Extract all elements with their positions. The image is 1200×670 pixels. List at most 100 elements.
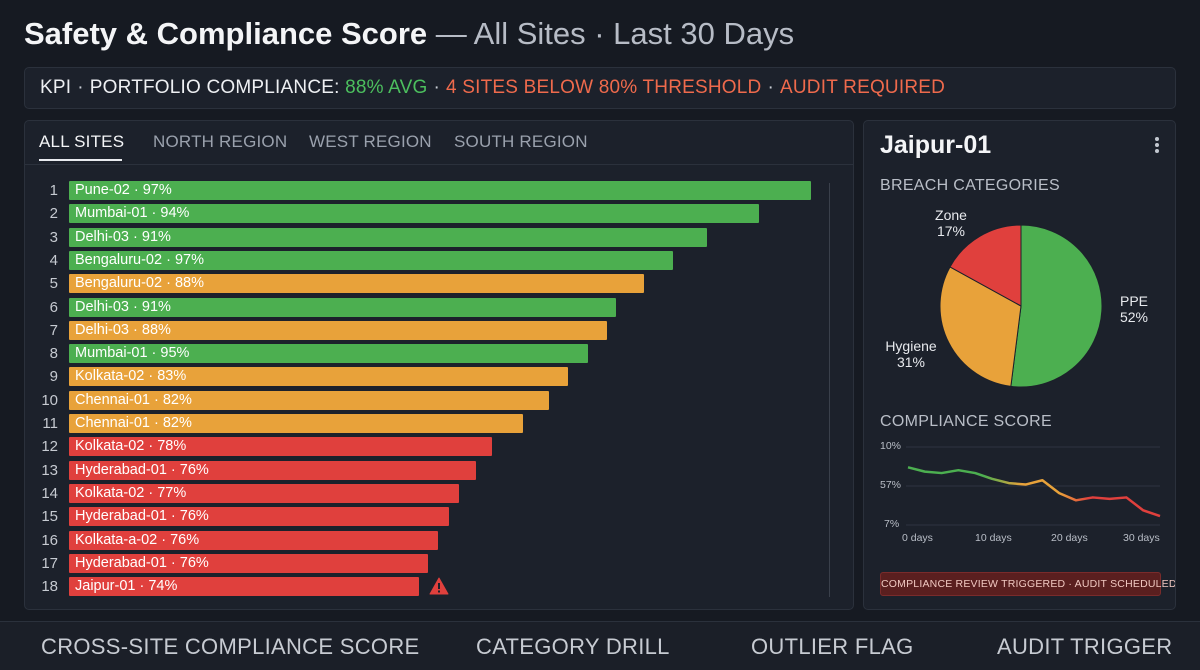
table-row: 3 Delhi-03 · 91% [25, 227, 853, 251]
bar-rank: 18 [41, 578, 58, 596]
site-bar[interactable] [69, 390, 549, 410]
site-bar[interactable] [69, 204, 760, 224]
table-row: 1 Pune-02 · 97% [25, 181, 853, 204]
page-title-subtitle: — All Sites · Last 30 Days [427, 16, 795, 51]
nav-cross-site-compliance-score[interactable]: CROSS-SITE COMPLIANCE SCORE [41, 634, 420, 659]
site-bar[interactable] [69, 437, 492, 457]
table-row: 14 Kolkata-02 · 77% [25, 483, 853, 507]
below-threshold-alert: 4 SITES BELOW 80% THRESHOLD [446, 77, 762, 98]
pie-slice-zone[interactable] [949, 224, 1022, 307]
breach-categories-title: BREACH CATEGORIES [880, 177, 1060, 194]
bar-rank: 3 [49, 228, 58, 246]
site-bar[interactable] [69, 181, 811, 200]
table-row: 15 Hyderabad-01 · 76% [25, 507, 853, 530]
bar-rank: 12 [41, 438, 58, 456]
bar-rank: 5 [49, 275, 58, 293]
table-row: 18 Jaipur-01 · 74% [25, 577, 853, 600]
table-row: 8 Mumbai-01 · 95% [25, 344, 853, 367]
bar-rank: 10 [41, 391, 58, 409]
pie-label-zone: Zone 17% [926, 207, 976, 239]
bar-rank: 2 [49, 205, 58, 223]
y-tick-middle: 57% [880, 479, 902, 491]
compliance-score-line-chart: 10% 57% 7% 0 days 10 days 20 days 30 day… [864, 437, 1175, 547]
x-tick-10: 10 days [975, 532, 1012, 544]
active-tab-indicator [39, 159, 122, 161]
site-bar[interactable] [69, 250, 673, 270]
table-row: 12 Kolkata-02 · 78% [25, 437, 853, 460]
audit-alert-badge[interactable]: COMPLIANCE REVIEW TRIGGERED · AUDIT SCHE… [880, 572, 1175, 596]
pie-label-ppe: PPE 52% [1109, 293, 1159, 325]
pie-label-hygiene-pct: 31% [896, 354, 926, 370]
line-svg [906, 446, 1161, 526]
pie-label-zone-name: Zone [935, 207, 967, 223]
site-bar[interactable] [69, 297, 616, 317]
site-bar[interactable] [69, 274, 644, 294]
table-row: 13 Hyderabad-01 · 76% [25, 460, 853, 484]
x-tick-0: 0 days [902, 532, 933, 544]
y-tick-top: 10% [880, 440, 902, 452]
page-title-main: Safety & Compliance Score [24, 16, 428, 51]
bar-rank: 9 [49, 368, 58, 386]
nav-category-drill[interactable]: CATEGORY DRILL [476, 634, 670, 659]
warning-icon[interactable] [429, 577, 449, 595]
table-row: 2 Mumbai-01 · 94% [25, 204, 853, 227]
bar-rank: 17 [41, 554, 58, 572]
bar-rank: 1 [49, 182, 58, 199]
tab-all-sites[interactable]: ALL SITES [39, 132, 125, 151]
pie-label-hygiene-name: Hygiene [885, 338, 937, 354]
site-ranking-panel: ALL SITES NORTH REGION WEST REGION SOUTH… [24, 120, 854, 610]
site-bar[interactable] [69, 227, 708, 247]
nav-outlier-flag[interactable]: OUTLIER FLAG [751, 634, 914, 659]
chart-axis-line [829, 183, 830, 597]
bottom-navigation: CROSS-SITE COMPLIANCE SCORE CATEGORY DRI… [0, 621, 1200, 670]
pie-label-ppe-pct: 52% [1119, 309, 1149, 325]
table-row: 9 Kolkata-02 · 83% [25, 367, 853, 390]
site-detail-panel: Jaipur-01 BREACH CATEGORIES Zone 17% PPE 5… [863, 120, 1176, 610]
site-bar[interactable] [69, 414, 523, 433]
site-bar[interactable] [69, 483, 459, 503]
site-bar[interactable] [69, 460, 477, 480]
detail-site-title: Jaipur-01 [880, 131, 992, 159]
bar-rank: 8 [49, 345, 58, 363]
table-row: 5 Bengaluru-02 · 88% [25, 274, 853, 297]
tab-south-region[interactable]: SOUTH REGION [454, 132, 588, 151]
tab-north-region[interactable]: NORTH REGION [153, 132, 288, 151]
page-title: Safety & Compliance Score — All Sites · … [24, 14, 794, 54]
table-row: 10 Chennai-01 · 82% [25, 390, 853, 414]
compliance-score-series-line [907, 466, 1161, 518]
compliance-score-title: COMPLIANCE SCORE [880, 413, 1052, 430]
kpi-label: KPI [40, 77, 72, 98]
breach-pie-chart: Zone 17% PPE 52% Hygiene 31% [864, 201, 1175, 401]
site-bar[interactable] [69, 507, 449, 527]
site-bar[interactable] [69, 577, 420, 597]
portfolio-compliance-value: 88% AVG [345, 77, 428, 98]
site-bar[interactable] [69, 320, 608, 340]
table-row: 17 Hyderabad-01 · 76% [25, 553, 853, 577]
x-tick-20: 20 days [1051, 532, 1088, 544]
site-bar[interactable] [69, 367, 568, 387]
bar-rank: 14 [41, 484, 58, 502]
site-bar[interactable] [69, 530, 439, 550]
bar-rank: 11 [42, 415, 58, 432]
portfolio-compliance-label: PORTFOLIO COMPLIANCE: [89, 77, 340, 98]
audit-required-alert: AUDIT REQUIRED [780, 77, 946, 98]
kpi-banner: KPI · PORTFOLIO COMPLIANCE: 88% AVG · 4 SITE… [24, 67, 1176, 109]
pie-slice-hygiene[interactable] [939, 266, 1022, 387]
bar-rank: 4 [49, 251, 58, 269]
bar-rank: 13 [41, 461, 58, 479]
compliance-bar-chart: 1 Pune-02 · 97% 2 Mumbai-01 · 94% 3 Delhi-03 … [25, 121, 853, 609]
bar-rank: 7 [49, 321, 58, 339]
pie-slice-ppe[interactable] [1010, 224, 1103, 388]
more-options-icon[interactable] [1153, 135, 1161, 155]
table-row: 4 Bengaluru-02 · 97% [25, 250, 853, 274]
bar-rank: 6 [49, 298, 58, 316]
table-row: 7 Delhi-03 · 88% [25, 320, 853, 344]
site-bar[interactable] [69, 553, 428, 573]
pie-label-zone-pct: 17% [936, 223, 966, 239]
kpi-separator: · [433, 77, 440, 98]
site-bar[interactable] [69, 344, 589, 364]
bar-rank: 15 [41, 508, 58, 526]
nav-audit-trigger[interactable]: AUDIT TRIGGER [997, 634, 1173, 659]
tab-west-region[interactable]: WEST REGION [309, 132, 432, 151]
region-tabs: ALL SITES NORTH REGION WEST REGION SOUTH… [25, 121, 853, 165]
